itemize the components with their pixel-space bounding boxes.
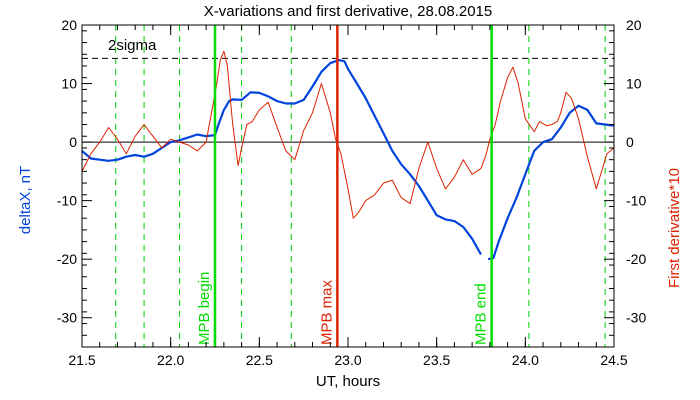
x-tick-label: 23.0 xyxy=(334,352,361,368)
y-tick-label-right: 20 xyxy=(626,17,642,33)
x-tick-label: 22.5 xyxy=(246,352,273,368)
y-tick-label-left: -10 xyxy=(57,193,77,209)
y-tick-label-right: -20 xyxy=(626,251,646,267)
plot-frame xyxy=(81,24,615,348)
x-tick-label: 21.5 xyxy=(68,352,95,368)
y-tick-label-right: 10 xyxy=(626,76,642,92)
x-tick-label: 23.5 xyxy=(423,352,450,368)
y-tick-label-right: 0 xyxy=(626,134,634,150)
y-tick-label-left: 10 xyxy=(61,76,77,92)
y-tick-label-left: 20 xyxy=(61,17,77,33)
x-axis-label: UT, hours xyxy=(316,373,380,390)
threshold-label: 2sigma xyxy=(108,37,157,54)
x-tick-label: 24.5 xyxy=(600,352,627,368)
y-axis-label-left: deltaX, nT xyxy=(17,166,34,234)
y-tick-label-left: 0 xyxy=(69,134,77,150)
chart-title: X-variations and first derivative, 28.08… xyxy=(204,3,493,20)
series-deltaX_after xyxy=(487,104,615,261)
event-label: MPB begin xyxy=(196,272,213,345)
event-label: MPB max xyxy=(318,279,335,345)
y-tick-label-right: -30 xyxy=(626,310,646,326)
y-tick-label-left: -30 xyxy=(57,310,77,326)
y-axis-label-right: First derivative*10 xyxy=(666,168,683,288)
series-deltaX xyxy=(81,58,482,256)
x-tick-label: 22.0 xyxy=(157,352,184,368)
series-derivative xyxy=(81,50,615,219)
y-tick-label-right: -10 xyxy=(626,193,646,209)
x-tick-label: 24.0 xyxy=(512,352,539,368)
y-tick-label-left: -20 xyxy=(57,251,77,267)
event-label: MPB end xyxy=(473,283,490,345)
